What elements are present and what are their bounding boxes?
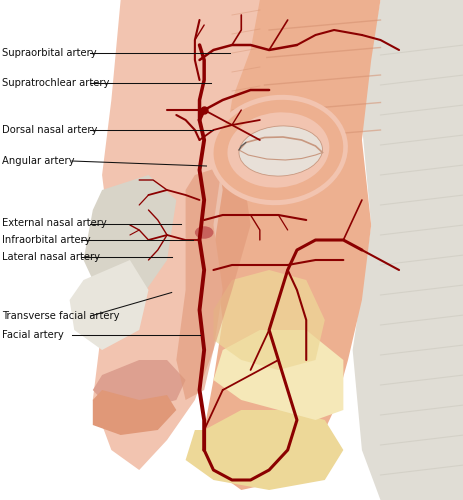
Text: Lateral nasal artery: Lateral nasal artery bbox=[2, 252, 100, 262]
Polygon shape bbox=[83, 175, 176, 300]
Polygon shape bbox=[204, 0, 380, 490]
Text: Supraorbital artery: Supraorbital artery bbox=[2, 48, 97, 58]
Text: External nasal artery: External nasal artery bbox=[2, 218, 107, 228]
Text: Facial artery: Facial artery bbox=[2, 330, 64, 340]
Text: Angular artery: Angular artery bbox=[2, 156, 75, 166]
Ellipse shape bbox=[213, 100, 343, 200]
Ellipse shape bbox=[238, 126, 322, 176]
Polygon shape bbox=[213, 330, 343, 420]
Polygon shape bbox=[93, 0, 259, 470]
Text: Transverse facial artery: Transverse facial artery bbox=[2, 311, 119, 321]
Polygon shape bbox=[352, 0, 463, 500]
Polygon shape bbox=[185, 410, 343, 490]
Text: Dorsal nasal artery: Dorsal nasal artery bbox=[2, 125, 98, 135]
Ellipse shape bbox=[194, 226, 213, 239]
Polygon shape bbox=[93, 360, 185, 410]
Polygon shape bbox=[176, 160, 250, 400]
Polygon shape bbox=[93, 390, 176, 435]
Text: Supratrochlear artery: Supratrochlear artery bbox=[2, 78, 109, 88]
Ellipse shape bbox=[208, 95, 347, 205]
Polygon shape bbox=[69, 260, 148, 350]
Polygon shape bbox=[213, 270, 324, 370]
Text: Infraorbital artery: Infraorbital artery bbox=[2, 235, 91, 245]
Ellipse shape bbox=[227, 112, 329, 188]
